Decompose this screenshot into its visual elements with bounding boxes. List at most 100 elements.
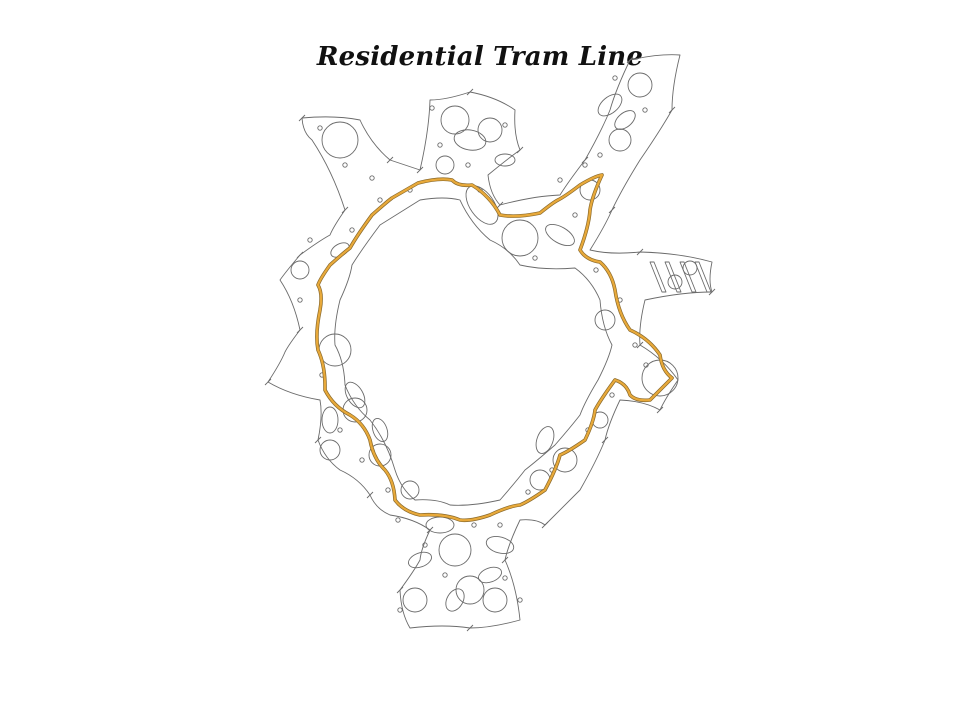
courtyard-ellipse [614,110,636,130]
marker-dot [422,542,428,548]
diagram-title: Residential Tram Line [316,42,644,72]
courtyard-ellipse [425,516,455,534]
marker-dot [471,522,477,528]
marker-dot [369,175,375,181]
edge-tick [516,146,524,154]
edge-tick [581,156,589,164]
marker-dot [385,487,391,493]
courtyard-circle [608,128,632,152]
edge-tick [366,491,374,499]
finger-block [679,261,697,293]
marker-dot [497,522,503,528]
edge-tick [426,526,434,534]
finger-block [694,261,712,293]
courtyard-circle [682,260,698,276]
marker-dot [502,122,508,128]
courtyard-circle [594,309,616,331]
marker-dot [582,162,588,168]
marker-dot [342,162,348,168]
edge-tick [341,206,349,214]
marker-dot [517,597,523,603]
tram-line [315,173,674,523]
courtyard-ellipse [465,185,499,225]
edge-tick [466,624,474,632]
courtyard-circle [455,575,485,605]
edge-tick [656,406,664,414]
marker-dot [612,75,618,81]
finger-block [649,261,667,293]
edge-tick [296,251,304,259]
marker-dot [307,237,313,243]
courtyard-ellipse [545,223,575,247]
courtyard-circle [290,260,310,280]
courtyard-ellipse [321,406,339,434]
courtyard-circle [321,121,359,159]
edge-tick [636,341,644,349]
finger-block [664,261,682,293]
edge-tick [636,248,644,256]
courtyard-circle [501,219,539,257]
courtyard-circle [440,105,470,135]
edge-tick [386,156,394,164]
cluster-outline [267,54,713,629]
marker-dot [349,227,355,233]
courtyard-circle [435,155,455,175]
courtyard-ellipse [597,93,623,117]
courtyard-ellipse [445,588,465,612]
marker-dot [397,607,403,613]
marker-dot [557,177,563,183]
marker-dot [642,107,648,113]
edge-tick [396,586,404,594]
marker-dot [442,572,448,578]
marker-dot [532,255,538,261]
edge-tick [466,88,474,96]
marker-dot [377,197,383,203]
edge-tick [626,56,634,64]
courtyard-ellipse [371,418,389,442]
edge-tick [501,556,509,564]
edge-tick [264,378,272,386]
courtyard-ellipse [478,566,502,584]
courtyard-ellipse [535,426,555,454]
marker-dot [359,457,365,463]
edge-tick [541,521,549,529]
marker-dot [597,152,603,158]
marker-dot [572,212,578,218]
marker-dot [632,342,638,348]
courtyard-ellipse [453,129,487,151]
courtyard-ellipse [408,551,432,569]
courtyard-ellipse [485,536,515,554]
edge-tick [608,206,616,214]
edge-tick [314,436,322,444]
courtyard-circle [482,587,508,613]
marker-dot [502,575,508,581]
marker-dot [609,392,615,398]
courtyard-circle [667,274,683,290]
marker-dot [317,125,323,131]
courtyard-ellipse [344,381,366,409]
edge-tick [601,436,609,444]
marker-dot [525,489,531,495]
edge-tick [496,201,504,209]
courtyard-circle [552,447,578,473]
marker-dot [593,267,599,273]
courtyard-circle [438,533,472,567]
edge-tick [416,166,424,174]
marker-dot [429,105,435,111]
edge-tick [296,326,304,334]
marker-dot [337,427,343,433]
courtyard-circle [627,72,653,98]
courtyard-ellipse [494,153,516,167]
marker-dot [297,297,303,303]
marker-dot [465,162,471,168]
edge-tick [298,114,306,122]
marker-dot [395,517,401,523]
courtyard-circle [400,480,420,500]
courtyard-circle [402,587,428,613]
marker-dot [643,362,649,368]
courtyard-circle [477,117,503,143]
marker-dot [437,142,443,148]
edge-tick [668,106,676,114]
plaza-edge [334,197,613,506]
